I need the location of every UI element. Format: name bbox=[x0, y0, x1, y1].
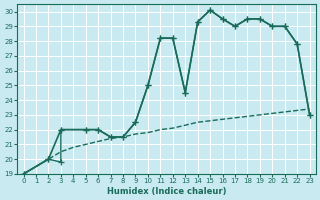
X-axis label: Humidex (Indice chaleur): Humidex (Indice chaleur) bbox=[107, 187, 226, 196]
